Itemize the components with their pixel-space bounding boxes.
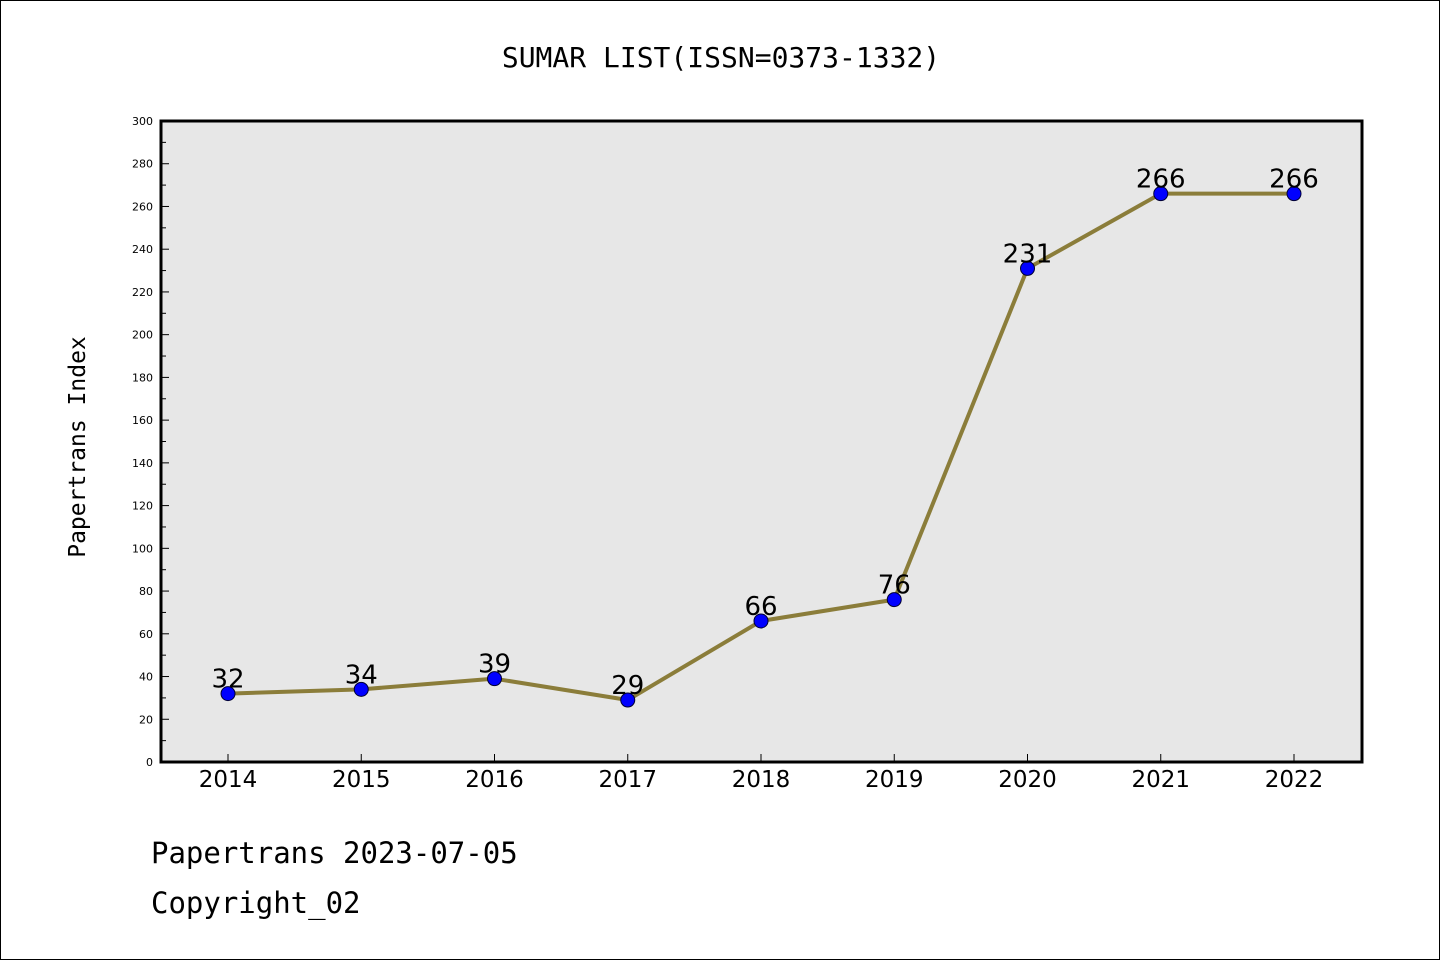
- x-tick-label: 2016: [465, 767, 524, 793]
- footer-copyright-line: Copyright_02: [151, 886, 361, 920]
- y-axis: 0 20 40 60 80 100 120 140 160 180 200 220 240 260 280 3…: [132, 115, 169, 769]
- y-tick-label: 240: [132, 243, 153, 256]
- data-label: 29: [611, 671, 644, 701]
- y-tick-label: 160: [132, 414, 153, 427]
- plot-area: [159, 119, 1364, 764]
- y-tick-label: 220: [132, 286, 153, 299]
- x-tick-label: 2017: [598, 767, 657, 793]
- y-axis-label: Papertrans Index: [65, 336, 91, 558]
- y-tick-label: 180: [132, 371, 153, 384]
- y-tick-label: 280: [132, 158, 153, 171]
- data-point: [487, 671, 502, 687]
- data-point: [1286, 186, 1302, 202]
- data-labels: 32 34 39 29 66 76 231 266 266: [211, 165, 1318, 701]
- x-tick-label: 2022: [1265, 767, 1324, 793]
- data-label: 32: [211, 665, 244, 695]
- y-tick-label: 0: [146, 756, 153, 769]
- data-point: [753, 613, 769, 629]
- x-tick-label: 2014: [199, 767, 258, 793]
- data-point: [886, 592, 902, 608]
- data-label: 266: [1269, 165, 1319, 195]
- data-point: [620, 692, 636, 708]
- series-layer: [220, 186, 1302, 708]
- x-tick-label: 2015: [332, 767, 391, 793]
- y-tick-label: 140: [132, 457, 153, 470]
- y-tick-label: 260: [132, 200, 153, 213]
- data-label: 66: [744, 592, 777, 622]
- data-label: 266: [1136, 165, 1186, 195]
- y-tick-label: 40: [139, 671, 153, 684]
- y-tick-label: 120: [132, 500, 153, 513]
- y-tick-label: 80: [139, 585, 153, 598]
- x-tick-label: 2018: [732, 767, 791, 793]
- y-tick-label: 300: [132, 115, 153, 128]
- data-label: 39: [478, 650, 511, 680]
- x-axis: 2014 2015 2016 2017 2018 2019 2020 2021 2022: [199, 754, 1324, 793]
- footer-date-line: Papertrans 2023-07-05: [151, 836, 518, 870]
- y-tick-label: 200: [132, 329, 153, 342]
- data-point: [1153, 186, 1169, 202]
- y-tick-label: 100: [132, 542, 153, 555]
- y-tick-label: 20: [139, 713, 153, 726]
- x-tick-label: 2019: [865, 767, 924, 793]
- chart-title: SUMAR LIST(ISSN=0373-1332): [502, 41, 940, 74]
- x-tick-label: 2021: [1131, 767, 1190, 793]
- y-tick-label: 60: [139, 628, 153, 641]
- x-tick-label: 2020: [998, 767, 1057, 793]
- data-label: 231: [1003, 239, 1053, 269]
- data-point: [1020, 260, 1035, 276]
- data-label: 34: [345, 660, 378, 690]
- data-point: [353, 681, 369, 697]
- data-point: [220, 686, 236, 702]
- data-label: 76: [878, 571, 911, 601]
